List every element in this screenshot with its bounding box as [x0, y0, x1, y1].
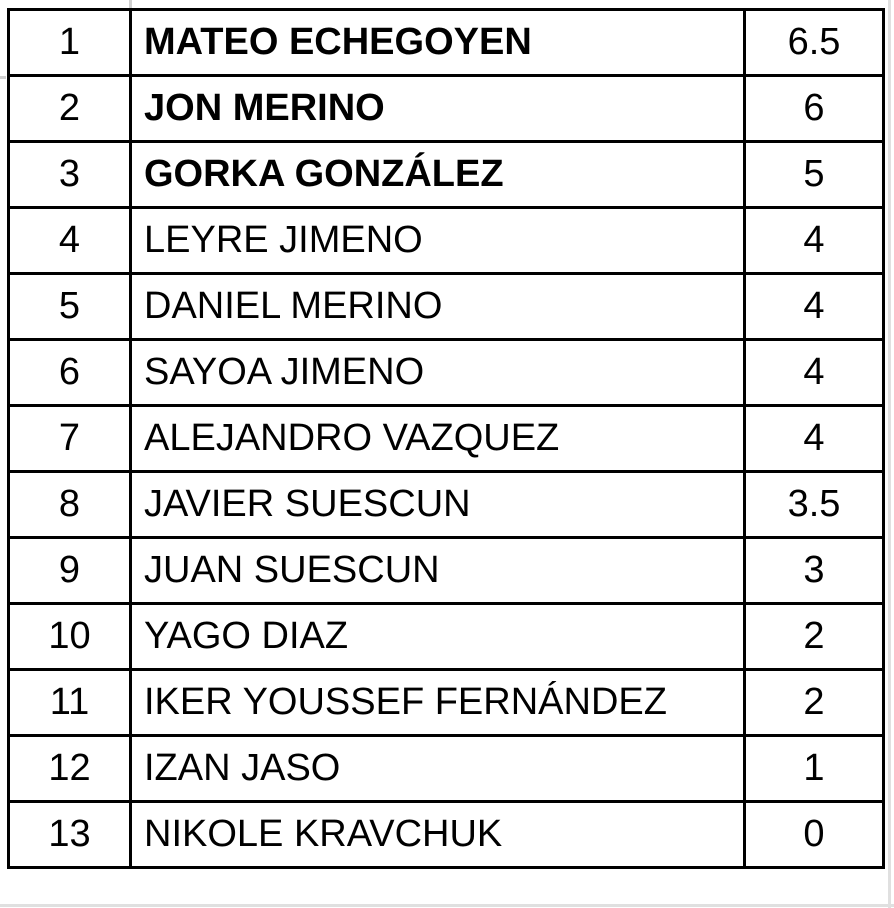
player-name-cell[interactable]: IKER YOUSSEF FERNÁNDEZ — [129, 668, 746, 737]
player-name-cell[interactable]: DANIEL MERINO — [129, 272, 746, 341]
score-cell[interactable]: 4 — [743, 338, 885, 407]
position-cell[interactable]: 2 — [7, 74, 132, 143]
sheet-gridline — [0, 76, 6, 79]
player-name-cell[interactable]: IZAN JASO — [129, 734, 746, 803]
score-cell[interactable]: 3 — [743, 536, 885, 605]
player-name-cell[interactable]: SAYOA JIMENO — [129, 338, 746, 407]
position-cell[interactable]: 12 — [7, 734, 132, 803]
score-cell[interactable]: 3.5 — [743, 470, 885, 539]
score-cell[interactable]: 1 — [743, 734, 885, 803]
sheet-gridline — [888, 0, 891, 908]
player-name-cell[interactable]: JUAN SUESCUN — [129, 536, 746, 605]
player-name-cell[interactable]: MATEO ECHEGOYEN — [129, 8, 746, 77]
table-row: 3 GORKA GONZÁLEZ 5 — [7, 140, 885, 209]
player-name-cell[interactable]: LEYRE JIMENO — [129, 206, 746, 275]
table-row: 5 DANIEL MERINO 4 — [7, 272, 885, 341]
score-cell[interactable]: 4 — [743, 206, 885, 275]
player-name-cell[interactable]: YAGO DIAZ — [129, 602, 746, 671]
position-cell[interactable]: 9 — [7, 536, 132, 605]
table-row: 11 IKER YOUSSEF FERNÁNDEZ 2 — [7, 668, 885, 737]
score-cell[interactable]: 4 — [743, 404, 885, 473]
position-cell[interactable]: 1 — [7, 8, 132, 77]
score-cell[interactable]: 2 — [743, 602, 885, 671]
score-cell[interactable]: 0 — [743, 800, 885, 869]
position-cell[interactable]: 11 — [7, 668, 132, 737]
position-cell[interactable]: 6 — [7, 338, 132, 407]
score-cell[interactable]: 6.5 — [743, 8, 885, 77]
table-row: 6 SAYOA JIMENO 4 — [7, 338, 885, 407]
table-row: 8 JAVIER SUESCUN 3.5 — [7, 470, 885, 539]
player-name-cell[interactable]: JON MERINO — [129, 74, 746, 143]
sheet-gridline — [0, 904, 894, 907]
position-cell[interactable]: 7 — [7, 404, 132, 473]
position-cell[interactable]: 4 — [7, 206, 132, 275]
player-name-cell[interactable]: JAVIER SUESCUN — [129, 470, 746, 539]
score-cell[interactable]: 4 — [743, 272, 885, 341]
position-cell[interactable]: 10 — [7, 602, 132, 671]
player-name-cell[interactable]: ALEJANDRO VAZQUEZ — [129, 404, 746, 473]
table-row: 2 JON MERINO 6 — [7, 74, 885, 143]
table-row: 13 NIKOLE KRAVCHUK 0 — [7, 800, 885, 869]
player-name-cell[interactable]: NIKOLE KRAVCHUK — [129, 800, 746, 869]
position-cell[interactable]: 13 — [7, 800, 132, 869]
table-row: 10 YAGO DIAZ 2 — [7, 602, 885, 671]
position-cell[interactable]: 5 — [7, 272, 132, 341]
table-row: 4 LEYRE JIMENO 4 — [7, 206, 885, 275]
table-row: 12 IZAN JASO 1 — [7, 734, 885, 803]
standings-table: 1 MATEO ECHEGOYEN 6.5 2 JON MERINO 6 3 GORKA GO… — [7, 8, 885, 869]
table-row: 9 JUAN SUESCUN 3 — [7, 536, 885, 605]
position-cell[interactable]: 3 — [7, 140, 132, 209]
score-cell[interactable]: 6 — [743, 74, 885, 143]
sheet-gridline — [129, 0, 132, 8]
table-row: 1 MATEO ECHEGOYEN 6.5 — [7, 8, 885, 77]
table-row: 7 ALEJANDRO VAZQUEZ 4 — [7, 404, 885, 473]
score-cell[interactable]: 2 — [743, 668, 885, 737]
score-cell[interactable]: 5 — [743, 140, 885, 209]
player-name-cell[interactable]: GORKA GONZÁLEZ — [129, 140, 746, 209]
position-cell[interactable]: 8 — [7, 470, 132, 539]
